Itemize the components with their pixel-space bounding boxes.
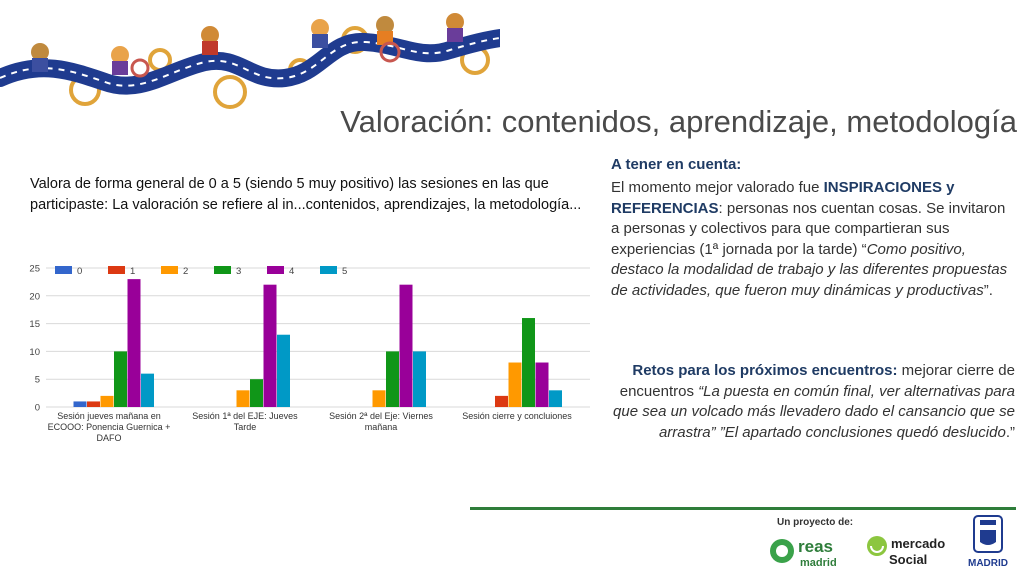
legend-label: 1: [130, 266, 135, 277]
legend-label: 0: [77, 266, 82, 277]
x-tick-label: Sesión 1ª del EJE: Jueves: [192, 411, 298, 421]
y-tick-label: 25: [29, 264, 40, 275]
legend-label: 3: [236, 266, 241, 277]
bar: [127, 279, 141, 407]
bar: [100, 395, 114, 407]
bar: [522, 318, 535, 407]
bar: [413, 351, 426, 407]
x-tick-label: ECOOO: Ponencia Guernica +: [48, 422, 171, 432]
x-tick-label: mañana: [365, 422, 398, 432]
bar: [386, 351, 399, 407]
y-tick-label: 0: [35, 403, 40, 414]
mercado-logo-text: mercado: [891, 536, 945, 551]
x-tick-label: Sesión jueves mañana en: [57, 411, 161, 421]
x-tick-label: Sesión cierre y concluiones: [462, 411, 572, 421]
bar: [250, 379, 263, 407]
retos-heading: Retos para los próximos encuentros:: [632, 362, 898, 379]
reas-logo-subtext: madrid: [800, 557, 837, 569]
legend-label: 5: [342, 266, 347, 277]
legend-label: 2: [183, 266, 188, 277]
reas-logo-text: reas: [798, 537, 833, 556]
notes-quote: Como positivo, destaco la modalidad de t…: [611, 240, 1008, 299]
x-tick-label: Sesión 2ª del Eje: Viernes: [329, 411, 433, 421]
footer-divider: [470, 507, 1016, 510]
page-title: Valoración: contenidos, aprendizaje, met…: [340, 104, 1017, 139]
notes-text-1: El momento mejor valorado fue: [611, 179, 824, 196]
bar: [535, 362, 549, 407]
retos-paragraph: Retos para los próximos encuentros: mejo…: [611, 361, 1015, 443]
legend-swatch: [161, 266, 178, 274]
y-tick-label: 15: [29, 319, 40, 330]
y-tick-label: 10: [29, 347, 40, 358]
notes-highlight: INSPIRACIONES y REFERENCIAS: [611, 179, 955, 217]
legend-swatch: [108, 266, 125, 274]
bar: [495, 395, 508, 407]
road-illustration: [0, 29, 500, 95]
notes-body: El momento mejor valorado fue INSPIRACIO…: [611, 178, 1016, 301]
chart-title: Valora de forma general de 0 a 5 (siendo…: [30, 176, 582, 213]
madrid-logo-text: MADRID: [968, 558, 1008, 569]
footer-caption: Un proyecto de:: [777, 517, 854, 528]
bar: [399, 284, 413, 407]
madrid-city-logo: MADRID: [968, 515, 1008, 569]
gear-icon: [69, 26, 490, 109]
y-tick-label: 20: [29, 291, 40, 302]
mercado-social-logo: mercado Social: [867, 536, 945, 567]
retos-end: .”: [1005, 423, 1015, 441]
retos-text: mejorar cierre de encuentros: [619, 362, 1015, 400]
mercado-logo-subtext: Social: [889, 552, 927, 567]
bar: [508, 362, 522, 407]
reas-madrid-logo: reas madrid: [770, 537, 837, 569]
legend-swatch: [214, 266, 231, 274]
legend-swatch: [267, 266, 284, 274]
notes-text-3: ”.: [983, 281, 993, 299]
bar: [549, 390, 562, 407]
bar: [372, 390, 386, 407]
x-tick-label: DAFO: [96, 433, 121, 443]
legend-label: 4: [289, 266, 294, 277]
y-tick-label: 5: [35, 375, 40, 386]
bar: [236, 390, 250, 407]
bar-chart: 0 5 10 15 20 25 0 1 2 3 4 5 Sesión jueves mañana enE…: [29, 264, 590, 443]
notes-heading: A tener en cuenta:: [611, 156, 742, 173]
legend-swatch: [320, 266, 337, 274]
bar: [87, 401, 100, 407]
cyclist-icon: [31, 13, 464, 75]
notes-text-2: : personas nos cuentan cosas. Se invitar…: [611, 199, 1006, 258]
bar: [73, 401, 87, 407]
header-banner-illustration: [0, 13, 500, 109]
retos-quote: “La puesta en común final, ver alternati…: [613, 382, 1015, 441]
x-tick-label: Tarde: [234, 422, 257, 432]
gear-icon: [130, 41, 401, 78]
bar: [277, 334, 290, 407]
bar: [141, 373, 154, 407]
bar: [114, 351, 127, 407]
legend-swatch: [55, 266, 72, 274]
bar: [263, 284, 277, 407]
